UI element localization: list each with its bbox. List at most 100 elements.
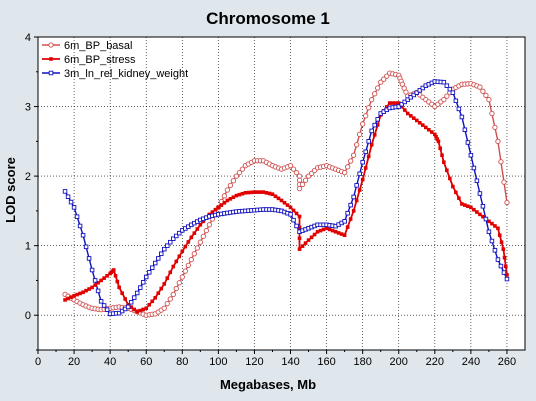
data-point xyxy=(360,159,365,165)
data-point xyxy=(384,73,390,79)
data-point xyxy=(206,222,213,228)
data-point xyxy=(375,85,381,91)
data-point xyxy=(483,92,489,99)
data-point xyxy=(504,199,510,206)
data-point xyxy=(288,205,293,210)
data-point xyxy=(288,212,293,217)
x-tick-label: 100 xyxy=(209,356,227,368)
y-tick-label: 3 xyxy=(25,102,31,114)
data-point xyxy=(98,299,104,304)
data-point xyxy=(420,85,426,91)
data-point xyxy=(192,231,197,235)
data-point xyxy=(90,285,94,290)
data-point xyxy=(120,291,124,295)
data-point xyxy=(258,190,263,194)
data-point xyxy=(309,235,314,240)
x-tick-label: 20 xyxy=(68,356,80,368)
data-point xyxy=(75,292,79,297)
data-point xyxy=(86,256,92,261)
data-point xyxy=(399,101,404,107)
data-point xyxy=(457,196,461,200)
data-point xyxy=(486,229,492,235)
data-point xyxy=(132,307,136,312)
data-point xyxy=(231,195,236,200)
data-point xyxy=(498,159,504,165)
data-point xyxy=(174,233,179,239)
data-point xyxy=(182,268,188,274)
data-point xyxy=(81,290,85,295)
data-point xyxy=(447,86,453,92)
data-point xyxy=(417,120,422,125)
data-point xyxy=(442,160,446,164)
data-point xyxy=(63,298,67,302)
data-point xyxy=(492,124,498,131)
data-point xyxy=(378,79,384,85)
data-point xyxy=(423,125,428,130)
plot-background xyxy=(38,37,525,350)
data-point xyxy=(450,90,456,95)
data-point xyxy=(357,171,362,177)
data-point xyxy=(246,190,251,195)
data-point xyxy=(93,283,97,287)
data-point xyxy=(159,251,164,257)
data-point xyxy=(490,221,494,226)
x-tick-label: 80 xyxy=(176,356,188,368)
data-point xyxy=(393,101,398,105)
data-point xyxy=(487,219,491,224)
legend-label: 3m_ln_rel_kidney_weight xyxy=(64,68,188,80)
data-point xyxy=(363,149,368,155)
data-point xyxy=(333,229,338,234)
data-point xyxy=(296,185,303,192)
data-point xyxy=(129,305,133,309)
data-point xyxy=(420,123,425,127)
data-point xyxy=(381,76,387,82)
data-point xyxy=(363,166,368,170)
data-point xyxy=(147,302,152,307)
data-point xyxy=(143,274,149,280)
data-point xyxy=(468,152,474,158)
data-point xyxy=(135,309,140,314)
data-point xyxy=(459,114,465,120)
data-point xyxy=(306,238,311,242)
data-point xyxy=(267,191,272,196)
data-point xyxy=(137,285,143,290)
data-point xyxy=(230,178,237,184)
data-point xyxy=(489,238,495,244)
data-point xyxy=(161,305,167,311)
data-point xyxy=(233,173,240,179)
data-point xyxy=(80,232,86,238)
data-point xyxy=(162,282,167,286)
data-point xyxy=(293,169,300,176)
x-tick-label: 140 xyxy=(281,356,299,368)
data-point xyxy=(501,270,507,275)
data-point xyxy=(348,202,353,208)
data-point xyxy=(348,217,353,221)
data-point xyxy=(451,184,455,189)
data-point xyxy=(228,197,233,201)
data-point xyxy=(341,169,348,176)
data-point xyxy=(74,214,80,219)
data-point xyxy=(168,270,173,275)
data-point xyxy=(463,203,467,207)
data-point xyxy=(72,293,76,298)
data-point xyxy=(411,92,417,98)
data-point xyxy=(219,203,224,207)
data-point xyxy=(188,256,194,263)
data-point xyxy=(153,296,158,300)
data-point xyxy=(300,244,305,248)
data-point xyxy=(354,198,359,203)
y-tick-label: 0 xyxy=(25,310,31,322)
data-point xyxy=(191,251,197,257)
legend-label: 6m_BP_stress xyxy=(64,54,136,66)
data-point xyxy=(303,241,308,245)
data-point xyxy=(384,105,389,109)
data-point xyxy=(372,122,377,128)
data-point xyxy=(134,290,140,296)
data-point xyxy=(342,233,347,238)
data-point xyxy=(360,177,365,182)
chart-title: Chromosome 1 xyxy=(206,9,330,28)
data-point xyxy=(194,245,200,251)
data-point xyxy=(243,191,248,195)
data-point xyxy=(77,223,83,229)
data-point xyxy=(351,209,356,213)
